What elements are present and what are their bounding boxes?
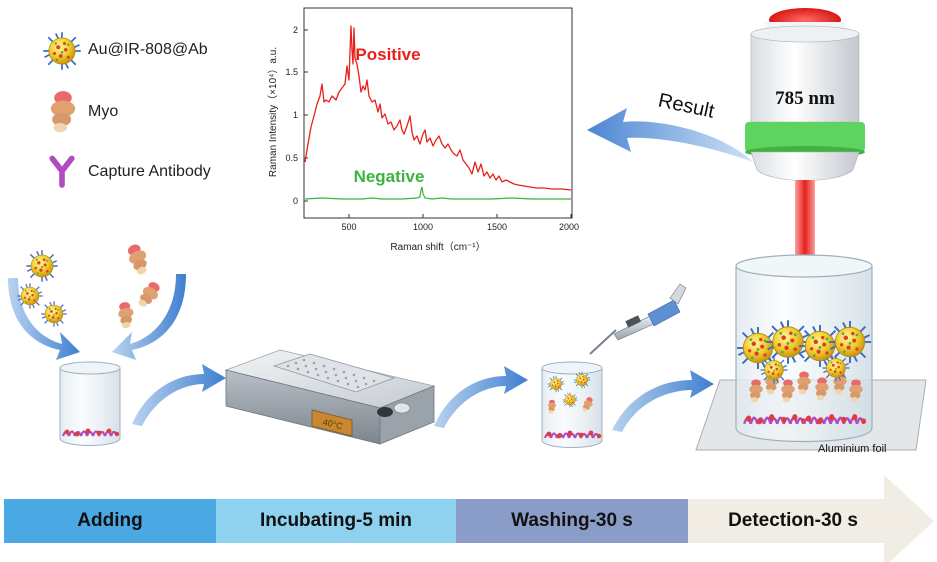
x-tick-label: 1000 [413, 222, 433, 232]
x-tick-label: 2000 [559, 222, 579, 232]
result-arrow [587, 108, 753, 162]
timeline-bar: Adding Incubating-5 min Washing-30 s Det… [4, 475, 937, 562]
add-arrow-right [112, 274, 186, 360]
negative-spectrum-line [304, 186, 571, 200]
myoglobin-icon [135, 279, 164, 311]
antibody-icon [46, 153, 78, 189]
y-tick-label: 0 [293, 196, 298, 206]
myoglobin-icon [116, 300, 136, 330]
stage-label-detection: Detection-30 s [728, 510, 858, 531]
heater-knob[interactable] [393, 402, 411, 414]
x-tick-label: 1500 [487, 222, 507, 232]
laser-head [745, 8, 865, 272]
step-adding-illustration [8, 241, 186, 446]
negative-label: Negative [354, 167, 425, 186]
x-axis-ticks: 500 1000 1500 2000 [341, 214, 579, 232]
y-tick-label: 1 [293, 110, 298, 120]
heater-block: 40°C [224, 349, 436, 445]
stage-incubating-bg [216, 499, 456, 543]
pipette-icon [589, 283, 687, 355]
nanoparticle-icon [40, 300, 68, 328]
flow-arrow [612, 370, 714, 432]
x-tick-label: 500 [341, 222, 356, 232]
add-arrow-left [8, 278, 80, 360]
legend-item-label: Au@IR-808@Ab [88, 41, 208, 58]
x-axis-label: Raman shift（cm⁻¹） [390, 241, 485, 253]
result-label: Result [656, 89, 716, 122]
positive-label: Positive [355, 45, 420, 64]
heater-knob[interactable] [377, 407, 393, 417]
flow-arrow [132, 364, 226, 426]
nanoparticle-icon [42, 31, 82, 71]
legend-item-label: Myo [88, 103, 119, 120]
step-washing-illustration [541, 283, 687, 448]
y-tick-label: 1.5 [285, 67, 298, 77]
y-tick-label: 0.5 [285, 153, 298, 163]
laser-wavelength-label: 785 nm [775, 88, 835, 109]
wash-cup [541, 361, 603, 448]
laser-assembly: Result 785 nm [587, 8, 865, 272]
flow-arrow [434, 366, 528, 428]
stage-adding-bg [4, 499, 216, 543]
stage-washing-bg [456, 499, 688, 543]
y-tick-label: 2 [293, 25, 298, 35]
stage-label-washing: Washing-30 s [511, 510, 633, 531]
legend-item-label: Capture Antibody [88, 163, 211, 180]
detection-beaker [695, 254, 927, 451]
y-axis-ticks: 2 1.5 1 0.5 0 [285, 25, 308, 206]
stage-detection-arrow [688, 475, 934, 562]
nanoparticle-icon [25, 249, 59, 283]
spectrum-plot-frame [303, 7, 573, 219]
raman-spectrum: 2 1.5 1 0.5 0 500 1000 1500 2000 Raman s… [267, 7, 579, 253]
sample-cup [59, 361, 121, 446]
nanoparticle-icon [16, 282, 44, 310]
positive-spectrum-line [304, 25, 572, 191]
heater-display-text: 40°C [322, 417, 344, 432]
myoglobin-icon [50, 91, 76, 133]
foil-label: Aluminium foil [818, 443, 887, 455]
stage-label-adding: Adding [77, 510, 143, 531]
myoglobin-icon [123, 241, 154, 277]
stage-label-incubating: Incubating-5 min [260, 510, 412, 531]
y-axis-label: Raman Intensity（×10⁴）a.u. [267, 47, 279, 177]
